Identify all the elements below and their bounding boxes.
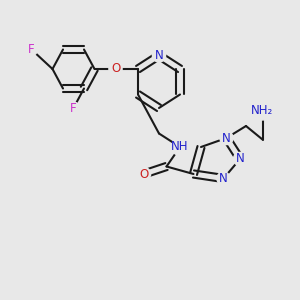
Circle shape [109,62,122,76]
Circle shape [254,102,272,120]
Text: F: F [28,43,35,56]
Text: O: O [140,167,148,181]
Text: N: N [219,172,228,185]
Circle shape [152,49,166,62]
Text: NH: NH [171,140,189,154]
Circle shape [68,102,80,114]
Circle shape [233,152,247,166]
Text: N: N [236,152,244,166]
Text: O: O [111,62,120,76]
Circle shape [217,172,230,185]
Circle shape [26,44,38,56]
Text: N: N [222,131,231,145]
Circle shape [137,167,151,181]
Circle shape [220,131,233,145]
Text: NH₂: NH₂ [251,104,274,118]
Text: F: F [70,101,77,115]
Circle shape [172,139,188,155]
Text: N: N [154,49,164,62]
